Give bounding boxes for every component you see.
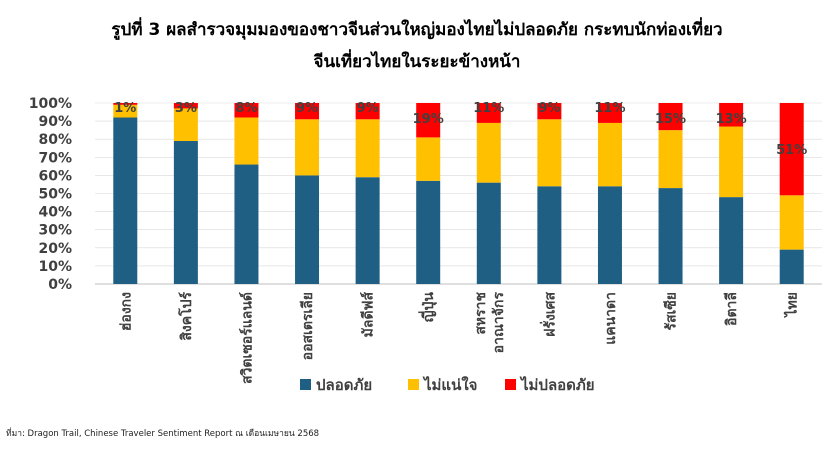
bar-segment-unsure xyxy=(658,130,683,189)
bar-segment-unsure xyxy=(719,126,744,198)
y-tick-label: 50% xyxy=(38,187,72,203)
bar-segment-unsafe xyxy=(355,103,380,120)
chart-title-line-1: รูปที่ 3 ผลสำรวจมุมมองของชาวจีนส่วนใหญ่ม… xyxy=(111,20,723,40)
chart-title-line-2: จีนเที่ยวไทยในระยะข้างหน้า xyxy=(313,52,521,72)
bar-segment-unsure xyxy=(476,122,501,183)
legend-safe-label: ปลอดภัย xyxy=(316,376,372,394)
bar-segment-safe xyxy=(295,175,320,284)
x-tick-label: สวิตเซอร์แลนด์ xyxy=(238,292,255,384)
bar-segment-unsafe xyxy=(658,103,683,131)
data-label: 9% xyxy=(357,101,379,116)
stacked-bar-chart: 0% 10% 20% 30% 40% 50% 60% 70% 80% 90% 100% 1% ฮ่องก… xyxy=(29,96,822,394)
bar-segment-safe xyxy=(173,141,198,284)
bar-segment-unsure xyxy=(234,117,259,165)
bar-segment-unsafe xyxy=(234,103,259,118)
bar-segment-unsafe xyxy=(295,103,320,120)
bar-segment-safe xyxy=(658,188,683,284)
y-tick-label: 30% xyxy=(38,223,72,239)
bar-segment-unsafe xyxy=(476,103,501,123)
bar-segment-unsure xyxy=(113,104,138,118)
legend-safe-swatch xyxy=(300,379,311,390)
data-label: 1% xyxy=(114,101,136,116)
data-label: 8% xyxy=(235,101,257,116)
data-label: 19% xyxy=(413,112,444,127)
y-tick-label: 60% xyxy=(38,168,72,184)
bar-segment-safe xyxy=(779,249,804,284)
x-tick-label: ฮ่องกง xyxy=(118,292,134,331)
bar-segment-unsure xyxy=(779,195,804,250)
y-tick-label: 100% xyxy=(29,96,72,112)
x-tick-label: อิตาลี xyxy=(724,292,740,327)
bar-segment-safe xyxy=(113,117,138,284)
bar-segment-safe xyxy=(719,197,744,284)
bar-segment-safe xyxy=(476,182,501,284)
bar-segment-safe xyxy=(537,186,562,284)
y-tick-label: 40% xyxy=(38,205,72,221)
legend-unsure-swatch xyxy=(408,379,419,390)
x-tick-label: สหราช อาณาจักร xyxy=(473,292,507,354)
bar-segment-unsafe xyxy=(719,103,744,127)
data-label: 3% xyxy=(175,101,197,116)
bar-segment-unsafe xyxy=(779,103,804,196)
x-tick-label: ฝรั่งเศส xyxy=(539,292,558,337)
bar-segment-unsafe xyxy=(113,103,138,105)
bar-segment-unsafe xyxy=(537,103,562,120)
x-tick-label: ญี่ปุ่น xyxy=(418,292,437,323)
bar-segment-unsafe xyxy=(597,103,622,123)
y-tick-label: 20% xyxy=(38,241,72,257)
bar-segment-safe xyxy=(355,177,380,284)
y-tick-label: 10% xyxy=(38,259,72,275)
data-label: 9% xyxy=(296,101,318,116)
legend-unsure-label: ไม่แน่ใจ xyxy=(422,375,477,394)
y-tick-label: 90% xyxy=(38,114,72,130)
bar-segment-unsure xyxy=(295,119,320,176)
data-label: 15% xyxy=(655,112,686,127)
x-tick-label: สิงคโปร์ xyxy=(177,292,195,342)
y-tick-label: 0% xyxy=(48,277,72,293)
bar-segment-safe xyxy=(234,164,259,284)
legend-unsafe-swatch xyxy=(505,379,516,390)
data-label: 13% xyxy=(716,112,747,127)
data-label: 9% xyxy=(538,101,560,116)
bar-segment-unsure xyxy=(537,119,562,187)
bar-segment-safe xyxy=(597,186,622,284)
x-tick-label: ไทย xyxy=(783,292,801,318)
source-note: ที่มา: Dragon Trail, Chinese Traveler Se… xyxy=(6,429,320,439)
x-tick-label: แคนาดา xyxy=(603,292,619,345)
data-label: 51% xyxy=(776,143,807,158)
bar-segment-unsure xyxy=(416,137,441,181)
bar-segment-safe xyxy=(416,180,441,284)
y-tick-label: 70% xyxy=(38,150,72,166)
y-tick-label: 80% xyxy=(38,132,72,148)
bar-segment-unsure xyxy=(597,122,622,187)
bar-segment-unsafe xyxy=(173,103,198,109)
data-label: 11% xyxy=(473,101,504,116)
data-label: 11% xyxy=(594,101,625,116)
legend-unsafe-label: ไม่ปลอดภัย xyxy=(519,375,595,394)
x-tick-label: ออสเตรเลีย xyxy=(300,292,316,360)
x-tick-label: รัสเซีย xyxy=(664,292,680,331)
bar-segment-unsafe xyxy=(416,103,441,138)
x-tick-label: มัลดีฟส์ xyxy=(360,292,377,338)
bar-segment-unsure xyxy=(355,119,380,178)
bar-segment-unsure xyxy=(173,108,198,142)
